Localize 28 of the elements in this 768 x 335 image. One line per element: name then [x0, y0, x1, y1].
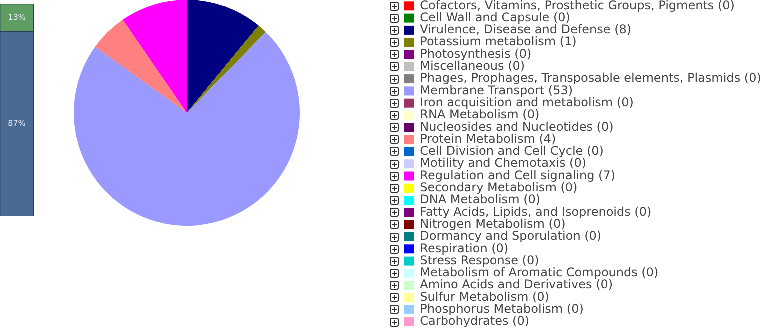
legend-label: Potassium metabolism (1): [420, 34, 577, 49]
legend-label: Respiration (0): [420, 241, 509, 256]
legend-label: Protein Metabolism (4): [420, 132, 556, 146]
legend-label: RNA Metabolism (0): [420, 108, 540, 122]
legend-label: Nucleosides and Nucleotides (0): [420, 120, 614, 134]
legend-label: Amino Acids and Derivatives (0): [420, 278, 614, 292]
legend-label: Fatty Acids, Lipids, and Isoprenoids (0): [420, 204, 652, 219]
data-label: 13%: [8, 12, 26, 22]
legend-label: Cell Wall and Capsule (0): [420, 10, 570, 24]
legend-label: Virulence, Disease and Defense (8): [420, 22, 632, 37]
legend-label: Stress Response (0): [420, 253, 540, 268]
legend-label: Dormancy and Sporulation (0): [420, 229, 602, 244]
legend-label: Cofactors, Vitamins, Prosthetic Groups, Pigments (0): [420, 0, 735, 12]
data-label: 87%: [8, 118, 26, 128]
legend-label: Regulation and Cell signaling (7): [420, 168, 616, 182]
legend-label: Miscellaneous (0): [420, 59, 526, 74]
legend-label: Sulfur Metabolism (0): [420, 290, 550, 304]
legend-label: Phages, Prophages, Transposable elements, Plasmids (0): [420, 71, 762, 86]
legend-label: Iron acquisition and metabolism (0): [420, 95, 634, 110]
legend-label: Photosynthesis (0): [420, 46, 532, 61]
legend-label: Motility and Chemotaxis (0): [420, 156, 587, 170]
legend-label: Phosphorus Metabolism (0): [420, 302, 584, 316]
legend-label: Metabolism of Aromatic Compounds (0): [420, 266, 659, 280]
legend-label: Carbohydrates (0): [420, 314, 530, 328]
legend-label: Membrane Transport (53): [420, 83, 574, 98]
legend-label: DNA Metabolism (0): [420, 192, 541, 207]
legend-label: Cell Division and Cell Cycle (0): [420, 144, 604, 158]
legend-label: Secondary Metabolism (0): [420, 180, 578, 195]
